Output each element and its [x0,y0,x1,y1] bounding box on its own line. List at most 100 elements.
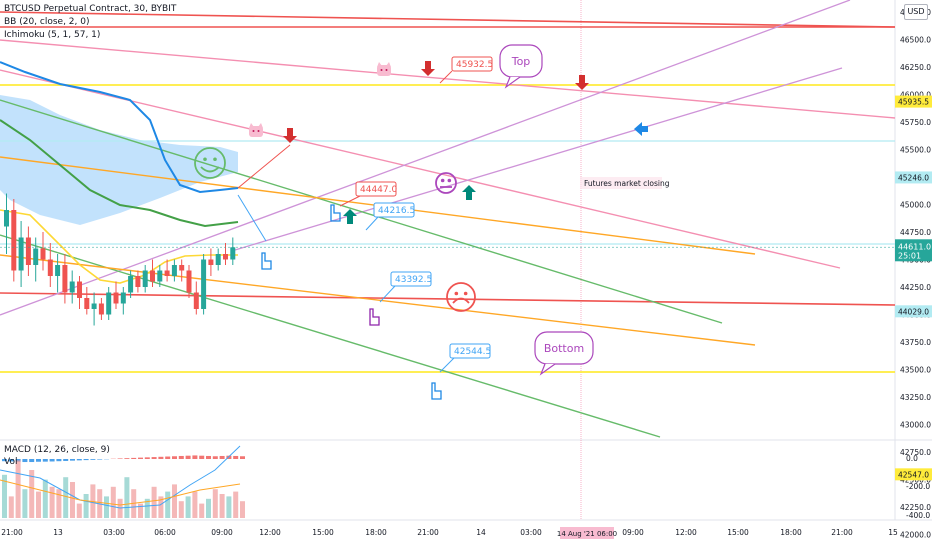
cat-icon-eye [381,69,383,71]
cat-icon-eye [386,69,388,71]
annotation-price-label: 43392.5 [395,275,432,285]
macd-axis-label: 0.0 [906,454,918,463]
macd-hist-bar [138,458,143,459]
volume-bar [43,480,48,518]
time-axis-label: 09:00 [622,528,644,537]
volume-bar [56,489,61,518]
legend-bb: BB (20, close, 2, 0) [4,17,89,27]
volume-bar [70,482,75,518]
price-level-label: 42547.0 [898,470,929,479]
price-tick-label: 44250.0 [900,283,931,292]
time-axis-label: 21:00 [831,528,853,537]
volume-bar [233,492,238,518]
macd-hist-bar [233,456,238,459]
volume-bar [124,477,129,518]
volume-bar [111,487,116,518]
candle-body [19,238,24,271]
callout-label: Bottom [544,342,584,355]
candle-body [4,210,9,227]
candle-body [157,271,162,282]
candle-body [48,260,53,277]
macd-hist-bar [90,459,95,460]
macd-hist-bar [192,455,197,459]
volume-bar [206,499,211,518]
candle-body [143,271,148,288]
price-tick-label: 44750.0 [900,228,931,237]
macd-hist-bar [220,456,225,459]
candle-body [92,304,97,310]
countdown-label: 25:01 [898,251,921,260]
candle-body [41,249,46,260]
pointing-hand-icon [370,309,379,325]
macd-hist-bar [186,456,191,459]
candle-body [150,271,155,282]
volume-bar [186,496,191,518]
candle-body [121,293,126,304]
smile-face-icon-eye [213,157,217,161]
candle-body [128,276,133,293]
candle-body [187,271,192,293]
sad-face-icon-eye [464,292,468,296]
volume-bar [77,504,82,518]
price-tick-label: 46250.0 [900,63,931,72]
annotation-price-label: 42544.5 [454,347,491,357]
sad-face-icon [447,283,475,311]
time-axis-label: 03:00 [520,528,542,537]
time-axis-label: 06:00 [154,528,176,537]
time-axis-label: 12:00 [259,528,281,537]
macd-hist-bar [70,459,75,461]
price-level-label: 45935.5 [898,98,929,107]
candle-body [179,265,184,271]
candle-body [208,260,213,266]
volume-bar [213,489,218,518]
volume-bar [192,492,197,518]
annotation-pointer [440,358,454,372]
callout-label: Top [511,55,531,68]
time-axis-label: 15 [888,528,898,537]
time-axis-label: 09:00 [211,528,233,537]
time-axis-label: 14 [476,528,486,537]
currency-badge[interactable]: USD [904,4,928,20]
macd-hist-bar [118,458,123,459]
macd-hist-bar [145,457,150,459]
arrow-left-icon [634,122,648,136]
macd-hist-bar [29,459,34,462]
candle-body [106,293,111,315]
arrow-up-icon [462,185,476,200]
candle-body [99,304,104,315]
price-tick-label: 43250.0 [900,393,931,402]
candle-body [62,265,67,293]
price-level-label: 44029.0 [898,307,929,316]
trend-line-violet-lower [235,68,842,250]
macd-hist-bar [84,459,89,460]
legend-symbol: BTCUSD Perpetual Contract, 30, BYBIT [4,4,176,14]
macd-hist-bar [179,456,184,459]
macd-hist-bar [97,459,102,460]
macd-hist-bar [36,459,41,462]
volume-bar [63,477,68,518]
volume-bar [29,470,34,518]
neutral-face-icon [436,173,456,193]
macd-axis-label: -200.0 [906,482,930,491]
sad-face-icon-eye [455,292,459,296]
time-axis-label: 13 [53,528,63,537]
legend-macd: MACD (12, 26, close, 9) [4,445,110,455]
candle-body [165,271,170,277]
candle-body [11,210,16,271]
macd-hist-bar [172,456,177,459]
volume-bar [240,501,245,518]
macd-hist-bar [158,457,163,459]
trend-line-pink-upper [0,40,895,118]
candle-body [194,293,199,310]
annotation-price-label: 44447.0 [360,185,397,195]
annotation-pointer [366,217,378,230]
price-tick-label: 46500.0 [900,36,931,45]
volume-bar [9,496,14,518]
annotation-pointer [380,286,395,302]
macd-hist-bar [152,457,157,459]
time-axis-label: 18:00 [780,528,802,537]
time-axis-label: 21:00 [417,528,439,537]
time-axis-label: 03:00 [103,528,125,537]
